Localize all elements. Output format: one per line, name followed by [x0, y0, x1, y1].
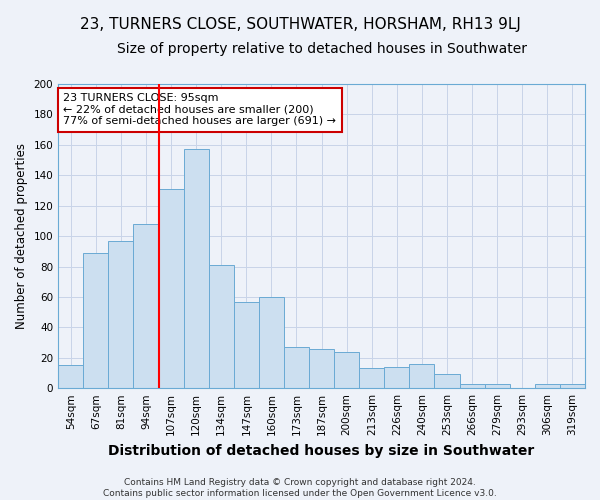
Bar	[535, 384, 560, 388]
Bar	[209, 265, 234, 388]
Bar	[485, 384, 510, 388]
Bar	[334, 352, 359, 388]
Bar	[259, 297, 284, 388]
Bar	[309, 348, 334, 388]
Bar	[58, 366, 83, 388]
Bar	[434, 374, 460, 388]
Bar	[284, 347, 309, 388]
Bar	[560, 384, 585, 388]
Bar	[234, 302, 259, 388]
Text: 23 TURNERS CLOSE: 95sqm
← 22% of detached houses are smaller (200)
77% of semi-d: 23 TURNERS CLOSE: 95sqm ← 22% of detache…	[64, 93, 337, 126]
Title: Size of property relative to detached houses in Southwater: Size of property relative to detached ho…	[116, 42, 527, 56]
Bar	[385, 367, 409, 388]
Text: 23, TURNERS CLOSE, SOUTHWATER, HORSHAM, RH13 9LJ: 23, TURNERS CLOSE, SOUTHWATER, HORSHAM, …	[80, 18, 520, 32]
Bar	[109, 240, 133, 388]
Bar	[158, 189, 184, 388]
Bar	[460, 384, 485, 388]
Y-axis label: Number of detached properties: Number of detached properties	[15, 143, 28, 329]
X-axis label: Distribution of detached houses by size in Southwater: Distribution of detached houses by size …	[109, 444, 535, 458]
Bar	[184, 150, 209, 388]
Bar	[409, 364, 434, 388]
Bar	[359, 368, 385, 388]
Bar	[133, 224, 158, 388]
Bar	[83, 253, 109, 388]
Text: Contains HM Land Registry data © Crown copyright and database right 2024.
Contai: Contains HM Land Registry data © Crown c…	[103, 478, 497, 498]
